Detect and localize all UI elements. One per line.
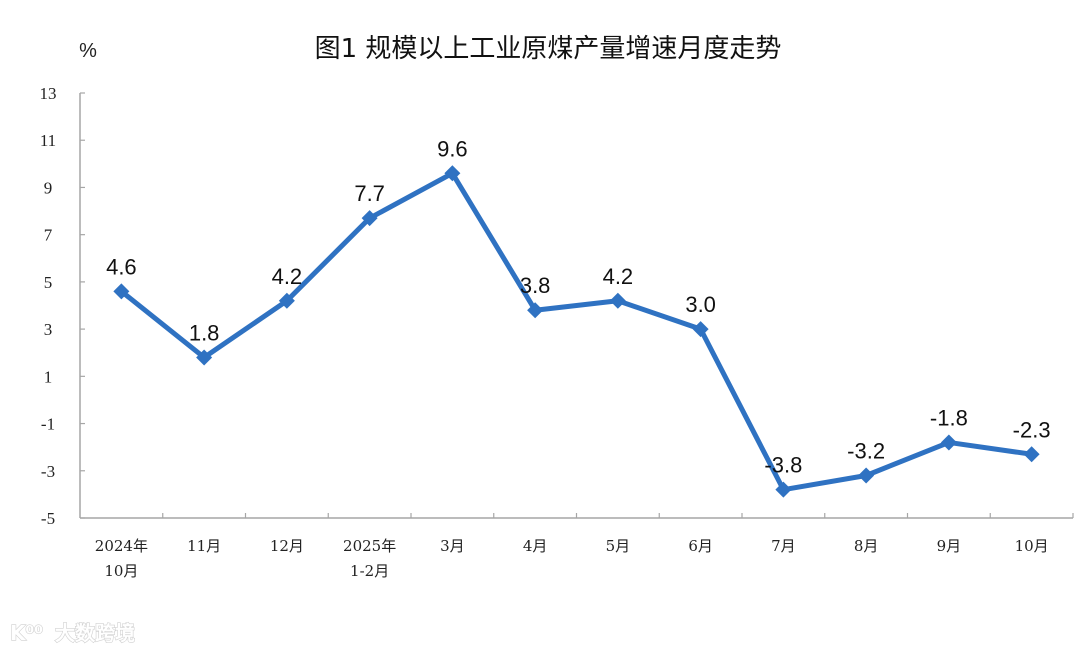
- x-tick-label: 2024年: [95, 537, 148, 555]
- y-tick-label: -1: [41, 415, 55, 434]
- x-tick-label: 3月: [440, 537, 465, 555]
- y-tick-label: 11: [40, 131, 56, 150]
- diamond-marker-icon: [113, 283, 130, 300]
- data-label: -3.2: [847, 439, 885, 464]
- data-label: 7.7: [354, 181, 385, 206]
- x-tick-label: 9月: [937, 537, 962, 555]
- data-label: 4.2: [603, 264, 634, 289]
- watermark-text: 大数跨境: [55, 621, 135, 645]
- data-label: 1.8: [189, 320, 220, 345]
- diamond-marker-icon: [609, 292, 626, 309]
- x-tick-label: 7月: [771, 537, 796, 555]
- diamond-marker-icon: [196, 349, 213, 366]
- chart-title: 图1 规模以上工业原煤产量增速月度走势: [315, 34, 782, 64]
- data-label: 3.8: [520, 273, 551, 298]
- diamond-marker-icon: [278, 292, 295, 309]
- diamond-marker-icon: [940, 434, 957, 451]
- y-tick-label: -3: [41, 462, 55, 481]
- diamond-marker-icon: [444, 165, 461, 182]
- x-tick-label: 10月: [1015, 537, 1049, 555]
- y-tick-label: 1: [44, 367, 53, 386]
- series-line: [119, 170, 1032, 493]
- data-labels: 4.6 1.8 4.2 7.7 9.6 3.8 4.2 3.0 -3.8 -3.2 -1.8 -2.3: [106, 136, 1051, 477]
- diamond-marker-icon: [692, 321, 709, 338]
- data-label: 3.0: [685, 292, 716, 317]
- diamond-marker-icon: [775, 481, 792, 498]
- x-tick-label: 5月: [606, 537, 631, 555]
- y-axis-unit: %: [79, 40, 97, 62]
- diamond-marker-icon: [858, 467, 875, 484]
- y-tick-label: 3: [44, 320, 53, 339]
- data-label: -3.8: [764, 453, 802, 478]
- data-label: 4.6: [106, 254, 137, 279]
- x-tick-label: 10月: [104, 562, 138, 580]
- x-tick-label: 2025年: [343, 537, 396, 555]
- x-axis: 2024年 10月 11月 12月 2025年 1-2月 3月 4月 5月 6月 7月 8月 9月 10月: [80, 513, 1074, 580]
- data-label: 9.6: [437, 136, 468, 161]
- x-tick-label: 6月: [688, 537, 713, 555]
- diamond-marker-icon: [1023, 446, 1040, 463]
- y-tick-label: -5: [41, 509, 55, 528]
- x-tick-label: 11月: [187, 537, 221, 555]
- y-tick-label: 13: [40, 84, 57, 103]
- y-tick-label: 5: [44, 273, 53, 292]
- x-tick-label: 8月: [854, 537, 879, 555]
- diamond-marker-icon: [361, 210, 378, 227]
- data-series: [113, 165, 1040, 498]
- y-axis: 13 11 9 7 5 3 1 -1 -3 -5: [40, 84, 85, 528]
- diamond-marker-icon: [527, 302, 544, 319]
- x-tick-label: 1-2月: [350, 562, 389, 580]
- y-tick-label: 9: [44, 178, 53, 197]
- data-label: 4.2: [272, 264, 303, 289]
- x-tick-label: 4月: [523, 537, 548, 555]
- y-tick-label: 7: [44, 226, 53, 245]
- data-label: -2.3: [1013, 417, 1051, 442]
- data-label: -1.8: [930, 405, 968, 430]
- watermark-logo: K⁰⁰: [10, 621, 43, 645]
- watermark: K⁰⁰ 大数跨境: [9, 620, 135, 645]
- x-tick-label: 12月: [270, 537, 304, 555]
